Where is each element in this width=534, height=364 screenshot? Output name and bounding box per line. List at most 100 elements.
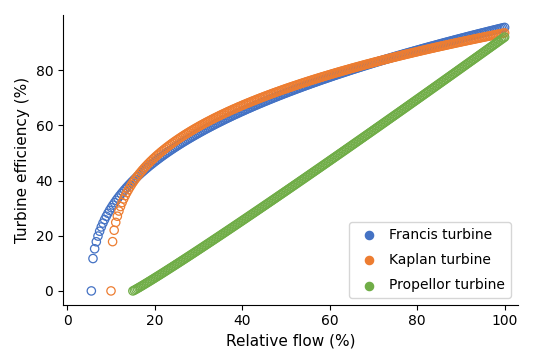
Kaplan turbine [222, 110, 231, 115]
Kaplan turbine [168, 140, 177, 146]
Propellor turbine [324, 159, 333, 165]
Kaplan turbine [284, 85, 292, 91]
Propellor turbine [391, 112, 400, 118]
Propellor turbine [360, 134, 368, 139]
Francis turbine [329, 73, 338, 79]
Kaplan turbine [163, 143, 172, 149]
Francis turbine [323, 75, 331, 81]
Propellor turbine [490, 41, 498, 47]
Propellor turbine [166, 265, 175, 271]
Propellor turbine [196, 246, 205, 252]
Propellor turbine [448, 71, 457, 77]
Propellor turbine [182, 255, 191, 261]
Francis turbine [115, 193, 124, 199]
Propellor turbine [297, 177, 306, 183]
Francis turbine [202, 126, 210, 132]
Propellor turbine [431, 83, 440, 89]
Francis turbine [310, 80, 318, 86]
Propellor turbine [484, 46, 492, 52]
Kaplan turbine [120, 196, 128, 202]
Francis turbine [293, 86, 301, 92]
Kaplan turbine [306, 78, 315, 83]
Propellor turbine [500, 34, 509, 40]
Kaplan turbine [187, 128, 196, 134]
Propellor turbine [266, 199, 274, 205]
Francis turbine [182, 138, 190, 143]
Kaplan turbine [129, 179, 137, 185]
Francis turbine [220, 117, 229, 123]
Francis turbine [205, 124, 214, 130]
Kaplan turbine [391, 54, 400, 60]
Francis turbine [481, 29, 489, 35]
Francis turbine [421, 45, 429, 51]
Francis turbine [348, 67, 356, 73]
Francis turbine [93, 233, 102, 239]
Propellor turbine [332, 154, 340, 159]
Francis turbine [442, 39, 451, 45]
Propellor turbine [433, 82, 442, 88]
Kaplan turbine [308, 77, 316, 83]
Propellor turbine [151, 275, 160, 281]
Francis turbine [289, 87, 298, 93]
Kaplan turbine [377, 58, 386, 63]
Francis turbine [382, 56, 391, 62]
Kaplan turbine [474, 35, 482, 41]
Propellor turbine [139, 282, 147, 288]
Propellor turbine [427, 86, 436, 92]
Francis turbine [213, 120, 222, 126]
Francis turbine [445, 38, 454, 44]
Propellor turbine [227, 225, 235, 231]
Francis turbine [487, 28, 496, 33]
Francis turbine [433, 42, 441, 48]
Francis turbine [240, 107, 248, 113]
Kaplan turbine [491, 32, 499, 38]
Kaplan turbine [311, 76, 319, 82]
Kaplan turbine [469, 36, 477, 42]
Kaplan turbine [233, 104, 242, 110]
Propellor turbine [459, 64, 467, 70]
Francis turbine [147, 162, 155, 167]
Francis turbine [343, 68, 351, 74]
Kaplan turbine [342, 67, 351, 73]
Propellor turbine [414, 96, 422, 102]
Propellor turbine [133, 286, 142, 292]
Francis turbine [333, 72, 341, 78]
Propellor turbine [179, 257, 188, 262]
Propellor turbine [388, 114, 397, 120]
Francis turbine [183, 136, 192, 142]
Propellor turbine [199, 244, 207, 250]
Propellor turbine [430, 84, 439, 90]
Propellor turbine [224, 227, 233, 233]
Propellor turbine [303, 173, 312, 179]
Kaplan turbine [357, 63, 365, 69]
Francis turbine [245, 105, 253, 111]
Kaplan turbine [326, 71, 335, 77]
Francis turbine [256, 100, 265, 106]
Francis turbine [308, 80, 316, 86]
Kaplan turbine [282, 86, 290, 91]
Propellor turbine [390, 113, 398, 119]
Propellor turbine [369, 127, 378, 133]
Francis turbine [210, 122, 218, 128]
Francis turbine [447, 38, 456, 44]
Kaplan turbine [263, 92, 272, 98]
Propellor turbine [205, 240, 213, 246]
Kaplan turbine [301, 79, 310, 85]
Francis turbine [441, 40, 449, 46]
Francis turbine [374, 59, 383, 64]
Propellor turbine [194, 247, 203, 253]
Propellor turbine [277, 191, 285, 197]
Kaplan turbine [146, 159, 155, 165]
Kaplan turbine [475, 35, 484, 41]
Propellor turbine [317, 164, 325, 170]
Francis turbine [407, 49, 416, 55]
Propellor turbine [178, 258, 186, 264]
Kaplan turbine [486, 33, 494, 39]
Francis turbine [496, 26, 504, 32]
Kaplan turbine [176, 135, 185, 141]
Kaplan turbine [216, 112, 224, 118]
Propellor turbine [145, 278, 154, 284]
Propellor turbine [439, 78, 447, 84]
Propellor turbine [365, 131, 373, 136]
Kaplan turbine [320, 73, 329, 79]
